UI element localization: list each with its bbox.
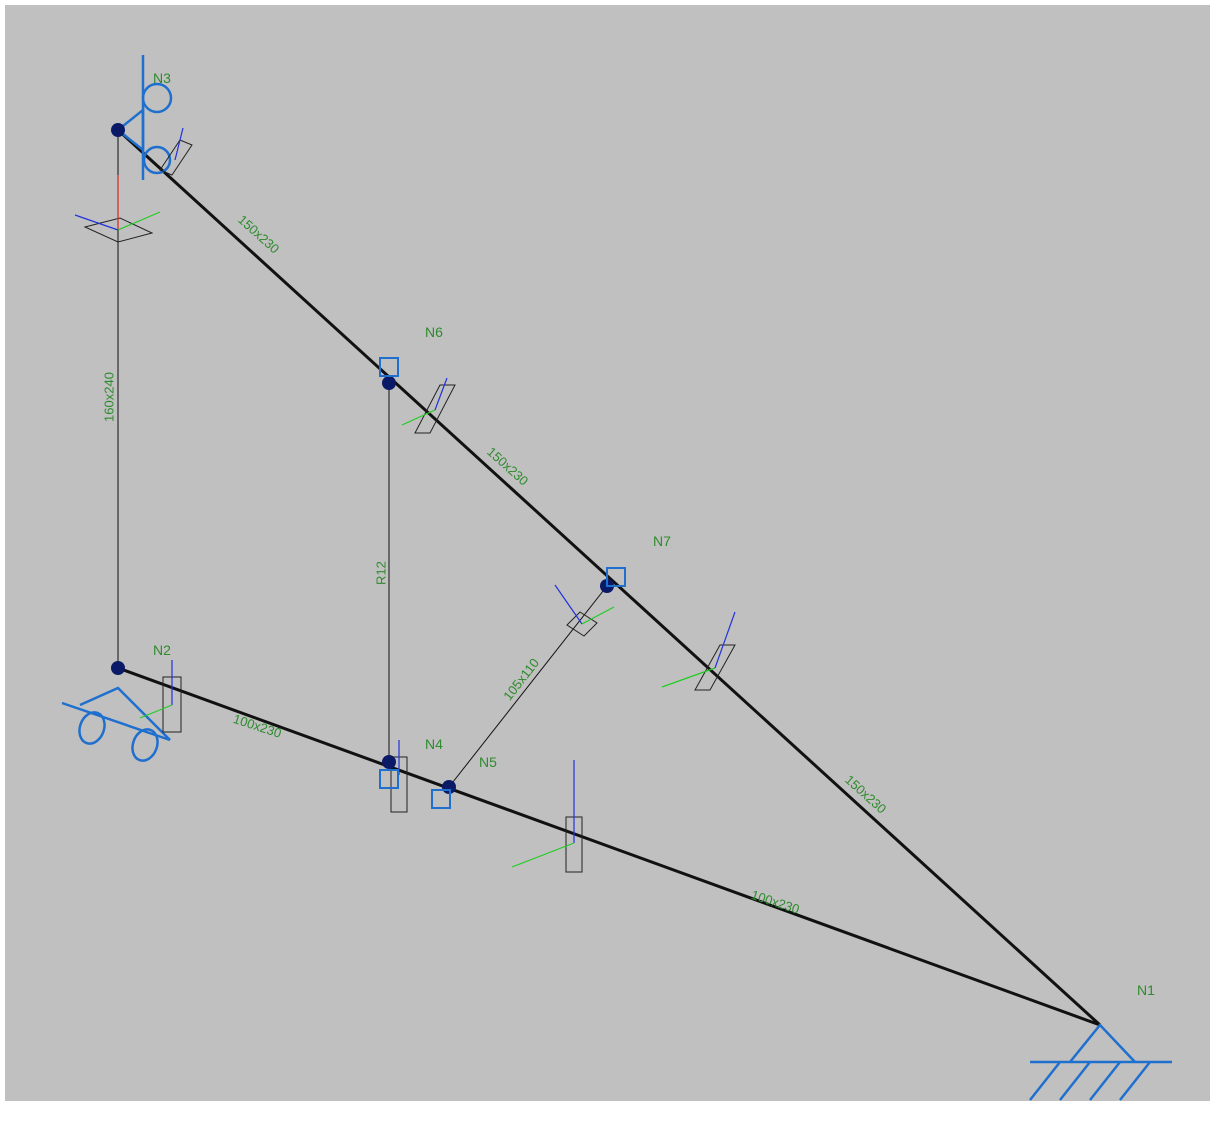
node-label: N3 — [153, 70, 171, 86]
support-shape — [1069, 1023, 1136, 1063]
support-roller — [78, 711, 106, 745]
support-line — [61, 701, 171, 742]
axis-z — [554, 584, 583, 625]
node[interactable] — [111, 661, 125, 675]
node-marker — [379, 357, 399, 377]
node[interactable] — [111, 123, 125, 137]
background — [5, 5, 1210, 1101]
node[interactable] — [382, 755, 396, 769]
support-n3 — [117, 55, 173, 180]
node-marker — [606, 567, 626, 587]
axis-plane — [414, 384, 456, 434]
node-label: N5 — [479, 754, 497, 770]
axis-z — [174, 127, 184, 161]
axis-y — [401, 409, 436, 426]
local-axes — [74, 127, 736, 873]
member[interactable] — [116, 128, 1102, 1027]
node-label: N2 — [153, 642, 171, 658]
node-label: N7 — [653, 533, 671, 549]
member[interactable] — [448, 585, 608, 788]
axis-y — [511, 842, 575, 868]
axis-plane — [83, 217, 154, 243]
axis-y — [139, 704, 173, 719]
axis-plane — [694, 644, 736, 691]
axis-y — [117, 211, 161, 231]
member[interactable] — [117, 666, 1101, 1027]
support-shape — [79, 686, 171, 741]
axis-z — [434, 377, 448, 411]
support-roller — [142, 145, 172, 175]
member-label: R12 — [373, 561, 388, 585]
member-label: 160x240 — [101, 372, 116, 422]
axis-plane — [159, 139, 193, 176]
axis-plane — [566, 611, 598, 637]
axis-y — [581, 606, 615, 625]
node-marker — [431, 789, 451, 809]
node[interactable] — [382, 376, 396, 390]
axis-y — [661, 667, 716, 688]
support-n1 — [1029, 1023, 1172, 1101]
support-n2 — [61, 686, 171, 762]
axis-z — [74, 214, 119, 231]
support-roller — [141, 82, 173, 114]
support-shape — [117, 107, 145, 153]
node-label: N6 — [425, 324, 443, 340]
node-label: N4 — [425, 736, 443, 752]
node-markers — [379, 357, 626, 809]
node-marker — [379, 769, 399, 789]
axis-z — [714, 611, 736, 669]
support-roller — [131, 728, 159, 762]
node-label: N1 — [1137, 982, 1155, 998]
support-hatch — [1029, 1061, 1151, 1101]
